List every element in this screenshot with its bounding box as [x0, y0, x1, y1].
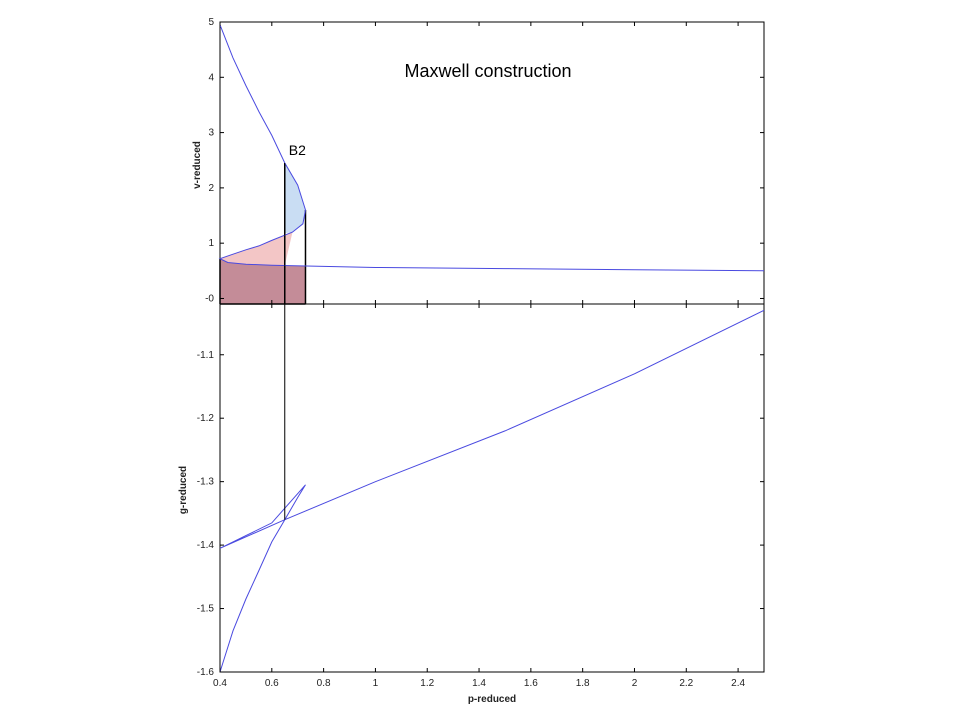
g-reduced-curve: [219, 309, 765, 673]
x-axis-label: p-reduced: [468, 694, 516, 705]
bottom-plot-area: [219, 303, 765, 673]
area-fill-pink: [220, 232, 293, 266]
bottom-x-tick-label: 1.8: [576, 678, 590, 689]
top-y-tick-label: -0: [205, 293, 214, 304]
bottom-x-tick-label: 1: [373, 678, 379, 689]
bottom-x-tick-label: 0.8: [317, 678, 331, 689]
bottom-y-tick-label: -1.3: [197, 477, 215, 488]
top-y-tick-label: 3: [208, 128, 214, 139]
bottom-x-tick-label: 2.2: [679, 678, 693, 689]
bottom-y-tick-label: -1.6: [197, 667, 215, 678]
bottom-y-tick-label: -1.5: [197, 604, 215, 615]
top-y-axis-label: v-reduced: [192, 141, 203, 189]
top-y-tick-label: 5: [208, 17, 214, 28]
chart-title: Maxwell construction: [404, 61, 571, 81]
area-fill-blue: [284, 163, 306, 234]
top-y-tick-label: 2: [208, 183, 214, 194]
top-y-tick-label: 4: [208, 72, 214, 83]
bottom-x-tick-label: 0.4: [213, 678, 227, 689]
top-plot-area: [219, 21, 765, 305]
v-reduced-curve: [218, 24, 765, 272]
bottom-x-tick-label: 1.4: [472, 678, 486, 689]
bottom-x-tick-label: 2: [632, 678, 638, 689]
bottom-x-tick-label: 2.4: [731, 678, 745, 689]
bottom-x-tick-label: 1.2: [420, 678, 434, 689]
bottom-y-tick-label: -1.4: [197, 540, 215, 551]
b2-annotation: B2: [289, 142, 306, 158]
bottom-x-tick-label: 0.6: [265, 678, 279, 689]
bottom-y-tick-label: -1.2: [197, 413, 215, 424]
bottom-x-tick-label: 1.6: [524, 678, 538, 689]
bottom-x-ticks: 0.4 0.6 0.8 1 1.2 1.4 1.6 1.8 2 2.2 2.4: [213, 304, 745, 689]
bottom-y-ticks: -1.1 -1.2 -1.3 -1.4 -1.5 -1.6: [197, 350, 764, 678]
bottom-y-axis-label: g-reduced: [178, 466, 189, 514]
top-y-ticks: -0 1 2 3 4 5: [205, 17, 764, 304]
bottom-y-tick-label: -1.1: [197, 350, 215, 361]
top-y-tick-label: 1: [208, 238, 214, 249]
